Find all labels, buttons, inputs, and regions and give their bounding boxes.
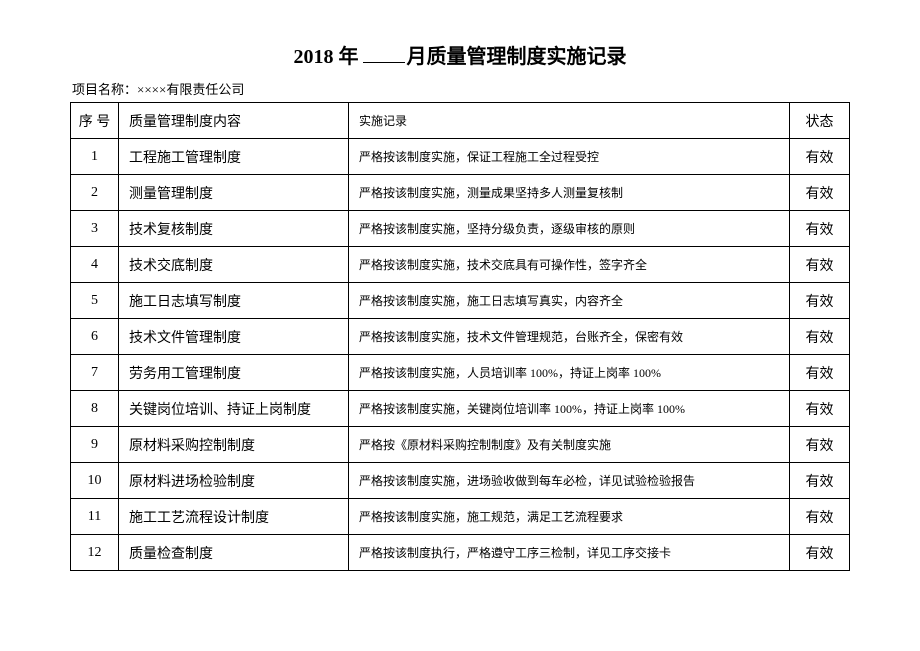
cell-record: 严格按该制度实施，施工日志填写真实，内容齐全: [349, 283, 790, 319]
table-row: 6技术文件管理制度严格按该制度实施，技术文件管理规范，台账齐全，保密有效有效: [71, 319, 850, 355]
cell-record: 严格按该制度实施，进场验收做到每车必检，详见试验检验报告: [349, 463, 790, 499]
table-row: 9原材料采购控制制度严格按《原材料采购控制制度》及有关制度实施有效: [71, 427, 850, 463]
cell-content: 技术交底制度: [119, 247, 349, 283]
cell-content: 原材料采购控制制度: [119, 427, 349, 463]
cell-record: 严格按该制度实施，施工规范，满足工艺流程要求: [349, 499, 790, 535]
cell-seq: 7: [71, 355, 119, 391]
table-header-row: 序 号 质量管理制度内容 实施记录 状态: [71, 103, 850, 139]
table-row: 3技术复核制度严格按该制度实施，坚持分级负责，逐级审核的原则有效: [71, 211, 850, 247]
table-row: 8关键岗位培训、持证上岗制度严格按该制度实施，关键岗位培训率 100%，持证上岗…: [71, 391, 850, 427]
table-body: 1工程施工管理制度严格按该制度实施，保证工程施工全过程受控有效2测量管理制度严格…: [71, 139, 850, 571]
header-record: 实施记录: [349, 103, 790, 139]
cell-content: 施工日志填写制度: [119, 283, 349, 319]
table-row: 5施工日志填写制度严格按该制度实施，施工日志填写真实，内容齐全有效: [71, 283, 850, 319]
cell-status: 有效: [790, 175, 850, 211]
cell-seq: 8: [71, 391, 119, 427]
title-suffix: 月质量管理制度实施记录: [407, 46, 627, 68]
project-name-line: 项目名称：××××有限责任公司: [70, 79, 850, 98]
cell-record: 严格按该制度实施，人员培训率 100%，持证上岗率 100%: [349, 355, 790, 391]
table-row: 10原材料进场检验制度严格按该制度实施，进场验收做到每车必检，详见试验检验报告有…: [71, 463, 850, 499]
cell-status: 有效: [790, 139, 850, 175]
cell-seq: 4: [71, 247, 119, 283]
cell-record: 严格按该制度实施，关键岗位培训率 100%，持证上岗率 100%: [349, 391, 790, 427]
cell-seq: 11: [71, 499, 119, 535]
cell-status: 有效: [790, 427, 850, 463]
cell-record: 严格按《原材料采购控制制度》及有关制度实施: [349, 427, 790, 463]
project-label: 项目名称：: [72, 82, 137, 97]
cell-seq: 12: [71, 535, 119, 571]
cell-status: 有效: [790, 391, 850, 427]
cell-content: 测量管理制度: [119, 175, 349, 211]
table-row: 12质量检查制度严格按该制度执行，严格遵守工序三检制，详见工序交接卡有效: [71, 535, 850, 571]
cell-content: 质量检查制度: [119, 535, 349, 571]
project-value: ××××有限责任公司: [137, 82, 244, 97]
cell-seq: 2: [71, 175, 119, 211]
cell-record: 严格按该制度实施，测量成果坚持多人测量复核制: [349, 175, 790, 211]
header-seq: 序 号: [71, 103, 119, 139]
cell-status: 有效: [790, 355, 850, 391]
cell-content: 技术文件管理制度: [119, 319, 349, 355]
cell-status: 有效: [790, 247, 850, 283]
cell-status: 有效: [790, 283, 850, 319]
cell-content: 工程施工管理制度: [119, 139, 349, 175]
header-status: 状态: [790, 103, 850, 139]
header-content: 质量管理制度内容: [119, 103, 349, 139]
table-row: 7劳务用工管理制度严格按该制度实施，人员培训率 100%，持证上岗率 100%有…: [71, 355, 850, 391]
title-year: 2018 年: [294, 46, 359, 68]
cell-status: 有效: [790, 499, 850, 535]
cell-content: 技术复核制度: [119, 211, 349, 247]
title-month-blank: [363, 45, 405, 63]
records-table: 序 号 质量管理制度内容 实施记录 状态 1工程施工管理制度严格按该制度实施，保…: [70, 102, 850, 571]
cell-content: 施工工艺流程设计制度: [119, 499, 349, 535]
cell-content: 关键岗位培训、持证上岗制度: [119, 391, 349, 427]
cell-status: 有效: [790, 463, 850, 499]
cell-seq: 5: [71, 283, 119, 319]
cell-seq: 1: [71, 139, 119, 175]
table-row: 11施工工艺流程设计制度严格按该制度实施，施工规范，满足工艺流程要求有效: [71, 499, 850, 535]
document-title-container: 2018 年 月质量管理制度实施记录: [70, 40, 850, 69]
cell-seq: 10: [71, 463, 119, 499]
cell-seq: 9: [71, 427, 119, 463]
table-row: 2测量管理制度严格按该制度实施，测量成果坚持多人测量复核制有效: [71, 175, 850, 211]
cell-status: 有效: [790, 211, 850, 247]
document-title: 2018 年 月质量管理制度实施记录: [294, 40, 627, 69]
cell-record: 严格按该制度实施，技术文件管理规范，台账齐全，保密有效: [349, 319, 790, 355]
cell-record: 严格按该制度实施，技术交底具有可操作性，签字齐全: [349, 247, 790, 283]
cell-content: 劳务用工管理制度: [119, 355, 349, 391]
cell-seq: 3: [71, 211, 119, 247]
cell-record: 严格按该制度执行，严格遵守工序三检制，详见工序交接卡: [349, 535, 790, 571]
cell-record: 严格按该制度实施，保证工程施工全过程受控: [349, 139, 790, 175]
cell-status: 有效: [790, 319, 850, 355]
cell-record: 严格按该制度实施，坚持分级负责，逐级审核的原则: [349, 211, 790, 247]
table-row: 4技术交底制度严格按该制度实施，技术交底具有可操作性，签字齐全有效: [71, 247, 850, 283]
cell-content: 原材料进场检验制度: [119, 463, 349, 499]
cell-status: 有效: [790, 535, 850, 571]
cell-seq: 6: [71, 319, 119, 355]
table-row: 1工程施工管理制度严格按该制度实施，保证工程施工全过程受控有效: [71, 139, 850, 175]
